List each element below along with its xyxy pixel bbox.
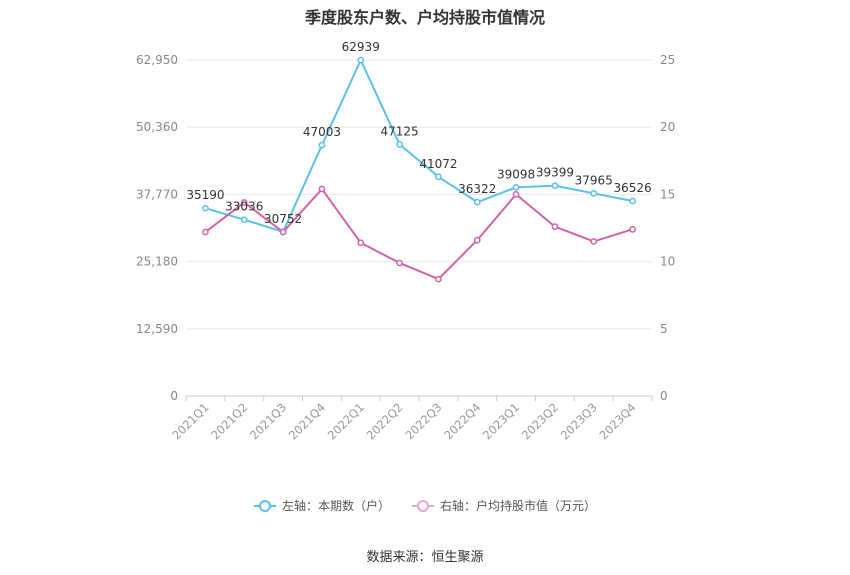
data-point-0 — [357, 56, 365, 64]
data-point-1 — [318, 185, 326, 193]
data-label: 35190 — [186, 188, 224, 202]
legend-label-shareholders: 左轴：本期数（户） — [281, 499, 390, 513]
right-tick-label: 0 — [660, 389, 668, 403]
x-tick-label: 2022Q4 — [441, 400, 483, 442]
data-point-1 — [473, 236, 481, 244]
data-label: 39399 — [536, 166, 574, 180]
data-point-1 — [396, 259, 403, 267]
left-tick-label: 62,950 — [136, 53, 178, 67]
data-point-0 — [396, 141, 403, 148]
data-point-0 — [240, 216, 248, 224]
left-tick-label: 12,590 — [136, 322, 178, 336]
data-label: 36322 — [458, 182, 496, 196]
data-point-1 — [202, 228, 209, 236]
right-tick-label: 20 — [660, 120, 675, 134]
x-tick-label: 2022Q2 — [364, 400, 406, 442]
data-point-0 — [435, 173, 442, 181]
data-label: 47125 — [380, 124, 418, 138]
x-tick-label: 2021Q4 — [286, 400, 328, 442]
right-tick-label: 5 — [660, 322, 668, 336]
x-tick-label: 2022Q1 — [325, 400, 367, 442]
data-label: 30752 — [264, 212, 302, 226]
data-point-0 — [202, 204, 209, 212]
data-point-0 — [512, 183, 520, 191]
data-point-0 — [473, 198, 481, 206]
left-tick-label: 0 — [170, 389, 178, 403]
data-point-1 — [435, 275, 442, 283]
x-tick-label: 2023Q1 — [480, 400, 522, 442]
x-tick-label: 2022Q3 — [402, 400, 444, 442]
series-line-1 — [204, 188, 633, 281]
data-point-1 — [357, 239, 365, 247]
data-label: 62939 — [342, 40, 380, 54]
data-point-1 — [629, 225, 636, 233]
data-point-1 — [512, 191, 520, 198]
left-tick-label: 25,180 — [136, 255, 178, 269]
data-label: 41072 — [419, 157, 457, 171]
data-source: 数据来源：恒生聚源 — [366, 550, 484, 565]
data-point-0 — [318, 141, 326, 149]
data-point-1 — [551, 223, 559, 231]
data-point-1 — [590, 238, 598, 245]
legend-item-shareholders[interactable]: 左轴：本期数（户） — [253, 497, 390, 514]
data-label: 37965 — [575, 173, 613, 187]
data-label: 36526 — [613, 181, 651, 195]
left-tick-label: 50,360 — [136, 120, 178, 134]
data-point-0 — [590, 190, 598, 197]
series-layer — [202, 56, 636, 283]
axis-layer: 0 0 12,590 5 25,180 10 37,770 15 50,360 20 62,950 2… — [136, 53, 675, 442]
left-tick-label: 37,770 — [136, 187, 178, 201]
data-point-1 — [279, 228, 287, 236]
legend-marker-market-value — [412, 499, 434, 512]
data-point-1 — [240, 199, 248, 206]
right-tick-label: 10 — [660, 255, 675, 269]
data-point-0 — [629, 197, 636, 205]
data-label: 47003 — [303, 125, 341, 139]
x-tick-label: 2021Q1 — [169, 400, 211, 442]
chart-title: 季度股东户数、户均持股市值情况 — [304, 8, 545, 27]
data-label: 33036 — [225, 200, 263, 214]
grid-layer — [186, 59, 652, 397]
legend-marker-shareholders — [253, 499, 276, 512]
right-tick-label: 15 — [660, 187, 675, 201]
series-line-0 — [205, 59, 633, 233]
legend-item-market-value[interactable]: 右轴：户均持股市值（万元） — [412, 497, 596, 514]
data-point-0 — [551, 182, 559, 190]
x-tick-label: 2023Q4 — [597, 400, 639, 442]
x-tick-label: 2023Q3 — [558, 400, 600, 442]
x-tick-label: 2023Q2 — [519, 400, 561, 442]
legend: 左轴：本期数（户） 右轴：户均持股市值（万元） — [0, 497, 850, 514]
data-label: 39098 — [497, 167, 535, 181]
x-tick-label: 2021Q3 — [247, 400, 289, 442]
x-tick-label: 2021Q2 — [208, 400, 250, 442]
legend-label-market-value: 右轴：户均持股市值（万元） — [440, 499, 597, 513]
right-tick-label: 25 — [660, 53, 675, 67]
